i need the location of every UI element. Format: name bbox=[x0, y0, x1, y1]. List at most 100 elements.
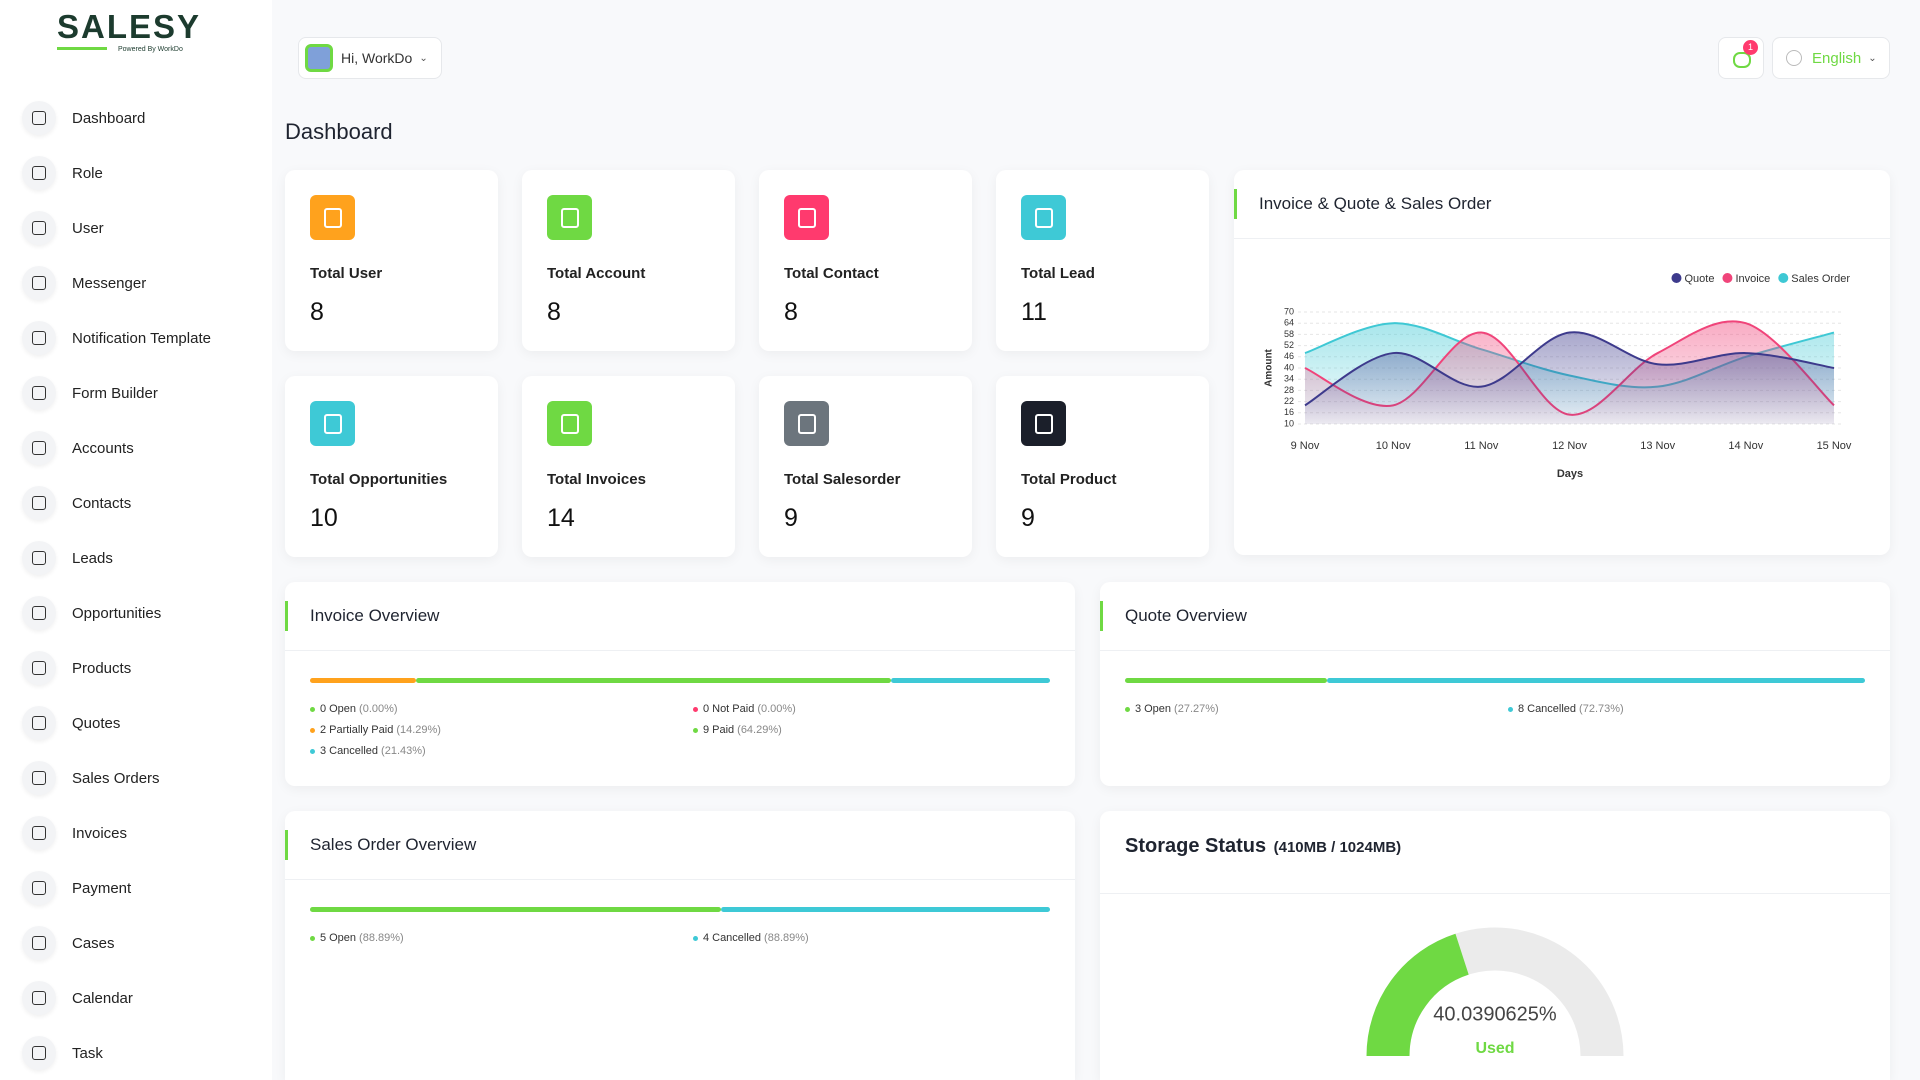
nav-label: Opportunities bbox=[72, 604, 162, 622]
greeting: Hi, WorkDo bbox=[341, 50, 413, 66]
legend-item[interactable]: Invoice bbox=[1722, 273, 1770, 285]
y-tick-label: 10 bbox=[1284, 418, 1294, 428]
progress-segment bbox=[1326, 678, 1865, 683]
stat-value: 8 bbox=[547, 298, 561, 326]
nav-item[interactable]: Payment bbox=[22, 870, 262, 906]
nav-item[interactable]: Calendar bbox=[22, 980, 262, 1016]
notification-badge: 1 bbox=[1743, 40, 1758, 55]
nav-item[interactable]: Contacts bbox=[22, 485, 262, 521]
legend-percent: (21.43%) bbox=[381, 745, 426, 757]
legend-dot bbox=[310, 706, 315, 712]
line bbox=[1304, 331, 1835, 407]
divider bbox=[1100, 650, 1890, 651]
x-tick-label: 12 Nov bbox=[1552, 440, 1587, 452]
nav-icon bbox=[22, 541, 56, 575]
nav-label: Role bbox=[72, 164, 103, 182]
nav-label: Sales Orders bbox=[72, 769, 160, 787]
legend-count: 2 bbox=[320, 724, 327, 736]
nav-item[interactable]: Accounts bbox=[22, 430, 262, 466]
legend-name: Open bbox=[329, 932, 357, 944]
legend-count: 3 bbox=[320, 745, 327, 757]
stat-value: 11 bbox=[1021, 298, 1047, 326]
progress-bar bbox=[1125, 678, 1865, 683]
legend-item[interactable]: Sales Order bbox=[1778, 273, 1850, 285]
stat-label: Total Salesorder bbox=[784, 471, 901, 488]
icon-glyph bbox=[32, 166, 46, 180]
y-tick-label: 34 bbox=[1284, 374, 1294, 384]
x-tick-label: 11 Nov bbox=[1464, 440, 1499, 452]
legend-item: 8 Cancelled (72.73%) bbox=[1508, 703, 1624, 715]
legend-name: Not Paid bbox=[712, 703, 755, 715]
nav-item[interactable]: Notification Template bbox=[22, 320, 262, 356]
logo-tagline: Powered By WorkDo bbox=[118, 46, 183, 53]
nav-icon bbox=[22, 266, 56, 300]
icon-glyph bbox=[32, 221, 46, 235]
legend-count: 8 bbox=[1518, 703, 1525, 715]
y-tick-label: 70 bbox=[1284, 306, 1294, 316]
nav-icon bbox=[22, 486, 56, 520]
y-tick-label: 16 bbox=[1284, 407, 1294, 417]
chevron: ⌄ bbox=[1868, 52, 1877, 64]
stat-card: Total Opportunities 10 bbox=[285, 376, 498, 557]
nav-item[interactable]: Role bbox=[22, 155, 262, 191]
legend-name: Cancelled bbox=[329, 745, 379, 757]
nav-item[interactable]: Cases bbox=[22, 925, 262, 961]
nav-label: Products bbox=[72, 659, 132, 677]
logo[interactable]: SALESY bbox=[57, 8, 202, 45]
nav-item[interactable]: Task bbox=[22, 1035, 262, 1071]
icon-glyph bbox=[32, 606, 46, 620]
nav-icon bbox=[22, 816, 56, 850]
stat-label: Total User bbox=[310, 265, 383, 282]
nav-icon bbox=[22, 926, 56, 960]
accent bbox=[1100, 601, 1103, 631]
progress-segment bbox=[721, 907, 1050, 912]
user-menu[interactable]: Hi, WorkDo ⌄ bbox=[298, 37, 442, 79]
legend-count: 0 bbox=[703, 703, 710, 715]
legend-count: 4 bbox=[703, 932, 710, 944]
nav-label: Quotes bbox=[72, 714, 121, 732]
nav-icon bbox=[22, 596, 56, 630]
nav-item[interactable]: Quotes bbox=[22, 705, 262, 741]
nav-item[interactable]: Products bbox=[22, 650, 262, 686]
icon-glyph bbox=[32, 991, 46, 1005]
nav-item[interactable]: Form Builder bbox=[22, 375, 262, 411]
legend-item: 3 Cancelled (21.43%) bbox=[310, 745, 426, 757]
icon-glyph bbox=[560, 413, 579, 434]
icon-glyph bbox=[1034, 413, 1053, 434]
legend-item: 5 Open (88.89%) bbox=[310, 932, 404, 944]
stat-card: Total Salesorder 9 bbox=[759, 376, 972, 557]
nav-icon bbox=[22, 321, 56, 355]
stat-card: Total Contact 8 bbox=[759, 170, 972, 351]
stat-card: Total Product 9 bbox=[996, 376, 1209, 557]
nav-item[interactable]: Invoices bbox=[22, 815, 262, 851]
stat-card: Total Lead 11 bbox=[996, 170, 1209, 351]
accent bbox=[285, 601, 288, 631]
nav-item[interactable]: Leads bbox=[22, 540, 262, 576]
icon-glyph bbox=[32, 496, 46, 510]
legend-label: Quote bbox=[1684, 273, 1714, 285]
area bbox=[1305, 332, 1834, 424]
nav-item[interactable]: Opportunities bbox=[22, 595, 262, 631]
language-menu[interactable]: English ⌄ bbox=[1772, 37, 1890, 79]
legend-dot bbox=[1508, 706, 1513, 712]
stat-value: 8 bbox=[784, 298, 798, 326]
panel-title: Invoice Overview bbox=[310, 606, 440, 625]
nav-item[interactable]: Sales Orders bbox=[22, 760, 262, 796]
legend-name: Paid bbox=[712, 724, 735, 736]
legend-percent: (64.29%) bbox=[737, 724, 782, 736]
notification-button[interactable]: 1 bbox=[1718, 37, 1764, 79]
icon-glyph bbox=[32, 276, 46, 290]
legend-count: 3 bbox=[1135, 703, 1142, 715]
nav-item[interactable]: Dashboard bbox=[22, 100, 262, 136]
language: English bbox=[1812, 49, 1862, 67]
icon-glyph bbox=[32, 826, 46, 840]
legend: Quote Invoice Sales Order bbox=[1671, 273, 1850, 285]
accent bbox=[1234, 189, 1237, 219]
gauge-value: 40.0390625% bbox=[1433, 1003, 1557, 1025]
legend-item: 3 Open (27.27%) bbox=[1125, 703, 1219, 715]
legend-item[interactable]: Quote bbox=[1671, 273, 1714, 285]
legend-name: Partially Paid bbox=[329, 724, 394, 736]
nav-item[interactable]: User bbox=[22, 210, 262, 246]
nav-item[interactable]: Messenger bbox=[22, 265, 262, 301]
